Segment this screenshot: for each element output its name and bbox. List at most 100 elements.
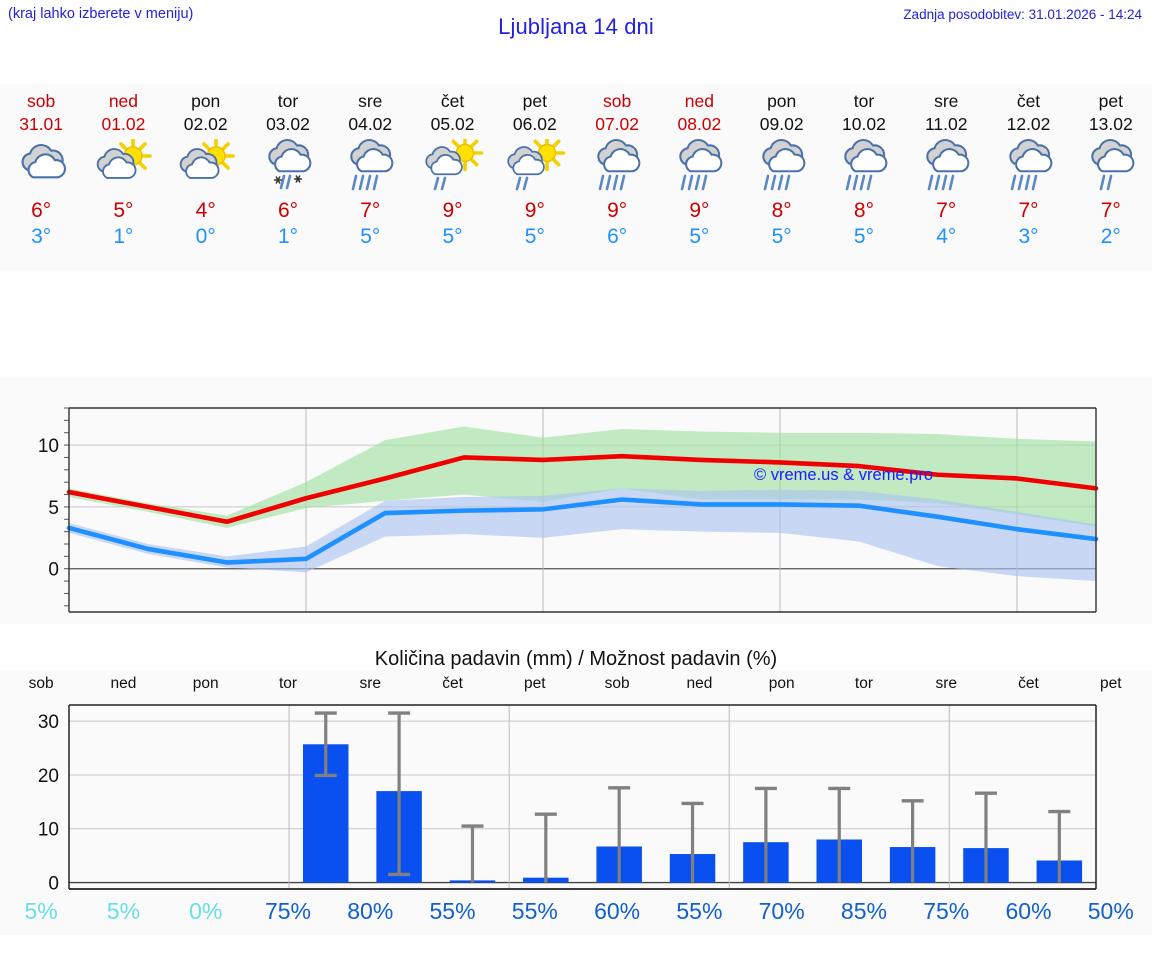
precipitation-y-tick-label: 30: [38, 712, 59, 733]
max-temperature-value: 7°: [360, 199, 381, 222]
day-column-10[interactable]: tor 10.02 8° 5°: [823, 84, 905, 270]
day-date-label: 07.02: [595, 114, 639, 134]
min-temperature-value: 5°: [360, 225, 381, 248]
precipitation-y-tick-label: 20: [38, 766, 59, 787]
day-column-3[interactable]: tor 03.02 6° 1°: [247, 84, 329, 270]
precipitation-probability-label: 0%: [189, 898, 223, 924]
day-column-8[interactable]: ned 08.02 9° 5°: [658, 84, 740, 270]
rain-heavy-icon: [329, 138, 411, 194]
day-of-week-label: pon: [191, 91, 221, 111]
precipitation-probability-labels: 5% 5% 0% 75% 80% 55% 55% 60% 55% 70% 85% 75% 60% 50%: [0, 898, 1152, 932]
max-temperature-value: 7°: [1018, 199, 1039, 222]
max-temperature-value: 9°: [689, 199, 710, 222]
precipitation-error-bar: [828, 786, 851, 883]
max-temperature-value: 6°: [31, 199, 52, 222]
day-column-7[interactable]: sob 07.02 9° 6°: [576, 84, 658, 270]
day-column-13[interactable]: pet 13.02 7° 2°: [1070, 84, 1152, 270]
day-of-week-label: sre: [934, 91, 959, 111]
page-title: Ljubljana 14 dni: [498, 14, 654, 39]
day-column-12[interactable]: čet 12.02 7° 3°: [987, 84, 1069, 270]
precipitation-day-label: tor: [278, 675, 298, 692]
precipitation-y-tick-label: 10: [38, 820, 59, 841]
day-of-week-label: ned: [684, 91, 714, 111]
day-column-0[interactable]: sob 31.01 6° 3°: [0, 84, 82, 270]
day-date-label: 06.02: [512, 114, 557, 134]
min-temperature-value: 6°: [607, 225, 628, 248]
precipitation-y-tick-label: 0: [48, 874, 59, 895]
precipitation-day-label: čet: [442, 675, 463, 692]
min-temperature-value: 1°: [277, 225, 299, 248]
precipitation-error-bar: [974, 791, 997, 883]
day-date-label: 13.02: [1088, 114, 1133, 134]
min-temperature-value: 5°: [689, 225, 710, 248]
precipitation-probability-label: 75%: [923, 898, 970, 924]
day-of-week-label: pet: [1098, 91, 1123, 111]
precipitation-probability-label: 60%: [594, 898, 641, 924]
page-header: (kraj lahko izberete v meniju) Ljubljana…: [0, 0, 1152, 58]
precipitation-day-label: pon: [768, 675, 795, 692]
sun-light-rain-icon: [411, 138, 493, 194]
precipitation-probability-label: 70%: [758, 898, 805, 924]
rain-heavy-icon: [741, 138, 823, 194]
day-column-4[interactable]: sre 04.02 7° 5°: [329, 84, 411, 270]
day-of-week-label: tor: [853, 91, 875, 111]
menu-hint-text: (kraj lahko izberete v meniju): [8, 6, 194, 22]
rain-heavy-icon: [576, 138, 658, 194]
min-temperature-value: 5°: [853, 225, 874, 248]
day-date-label: 11.02: [924, 114, 968, 134]
day-date-label: 12.02: [1006, 114, 1051, 134]
min-temperature-value: 3°: [31, 225, 52, 248]
day-date-label: 03.02: [266, 114, 310, 134]
day-column-6[interactable]: pet 06.02 9° 5°: [494, 84, 576, 270]
precipitation-day-label: sob: [604, 675, 630, 692]
precipitation-probability-label: 80%: [347, 898, 394, 924]
day-column-9[interactable]: pon 09.02 8° 5°: [741, 84, 823, 270]
max-temperature-value: 5°: [113, 199, 134, 222]
day-date-label: 01.02: [101, 114, 146, 134]
min-temperature-value: 2°: [1100, 225, 1121, 248]
precipitation-probability-label: 85%: [840, 898, 887, 924]
partly-sunny-icon: [165, 138, 247, 194]
rain-heavy-icon: [823, 138, 905, 194]
day-date-label: 09.02: [759, 114, 804, 134]
precipitation-probability-label: 55%: [676, 898, 723, 924]
day-column-5[interactable]: čet 05.02 9° 5°: [411, 84, 493, 270]
precipitation-day-label: ned: [110, 675, 137, 692]
precipitation-error-bar: [901, 799, 924, 883]
precipitation-error-bar: [1048, 809, 1071, 883]
precipitation-error-bar: [681, 801, 704, 883]
day-of-week-label: tor: [277, 91, 299, 111]
min-temperature-value: 0°: [195, 225, 216, 248]
temperature-y-tick-label: 10: [38, 436, 59, 457]
precipitation-probability-label: 75%: [264, 898, 311, 924]
sleet-shower-icon: [247, 138, 329, 194]
day-column-1[interactable]: ned 01.02 5° 1°: [82, 84, 164, 270]
day-of-week-label: pon: [767, 91, 797, 111]
sun-light-rain-icon: [494, 138, 576, 194]
max-temperature-value: 8°: [771, 199, 792, 222]
day-of-week-label: sob: [603, 91, 632, 111]
day-of-week-label: sre: [358, 91, 383, 111]
day-of-week-label: ned: [108, 91, 139, 111]
temperature-y-tick-label: 5: [48, 498, 59, 519]
max-temperature-value: 6°: [277, 199, 299, 222]
daily-forecast-strip: sob 31.01 6° 3° ned 01.02 5° 1° pon 02.02 4° 0° tor 0…: [0, 84, 1152, 270]
rain-light-icon: [1070, 138, 1152, 194]
day-column-11[interactable]: sre 11.02 7° 4°: [905, 84, 987, 270]
min-temperature-value: 5°: [524, 225, 545, 248]
day-column-2[interactable]: pon 02.02 4° 0°: [165, 84, 247, 270]
precipitation-day-label: pet: [1100, 675, 1122, 692]
min-temperature-value: 3°: [1018, 225, 1039, 248]
precipitation-probability-label: 55%: [429, 898, 476, 924]
day-of-week-label: pet: [522, 91, 547, 111]
day-date-label: 04.02: [348, 114, 393, 134]
precipitation-error-bar: [754, 786, 777, 883]
min-temperature-value: 4°: [936, 225, 957, 248]
precipitation-day-label: pon: [192, 675, 219, 692]
precipitation-day-labels: sob ned pon tor sre čet pet sob ned pon tor sre čet p…: [0, 675, 1152, 697]
precipitation-probability-label: 5%: [24, 898, 58, 924]
precipitation-error-bar: [461, 824, 484, 883]
max-temperature-value: 4°: [195, 199, 216, 222]
precipitation-error-bar: [608, 786, 631, 883]
